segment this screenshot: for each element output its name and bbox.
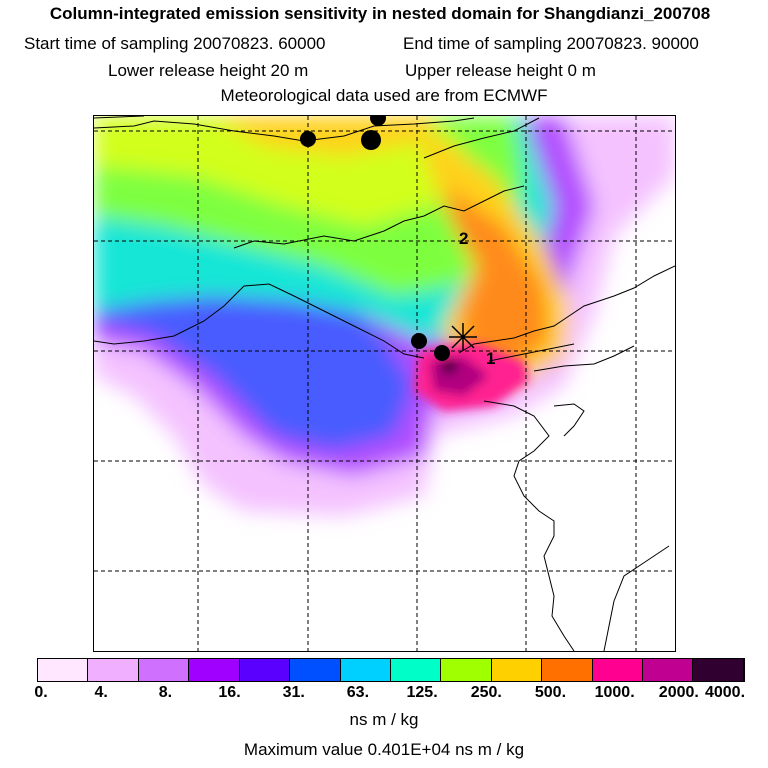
colorbar-segment: [239, 659, 291, 681]
colorbar-tick-label: 125.: [406, 684, 438, 701]
colorbar-tick-label: 250.: [470, 684, 502, 701]
colorbar-segment: [643, 659, 694, 681]
colorbar-tick-label: 4.: [94, 684, 108, 701]
colorbar-tick-label: 16.: [218, 684, 241, 701]
colorbar-tick-label: 1000.: [594, 684, 635, 701]
colorbar: [37, 658, 745, 682]
colorbar-segment: [189, 659, 240, 681]
colorbar-tick-label: 2000.: [658, 684, 699, 701]
release-lower: Lower release height 20 m: [108, 61, 309, 80]
maximum-value: Maximum value 0.401E+04 ns m / kg: [243, 740, 525, 759]
colorbar-tick-label: 31.: [282, 684, 305, 701]
release-markers: [300, 116, 450, 361]
colorbar-unit: ns m / kg: [349, 710, 419, 729]
map-plot: 1 2: [94, 116, 675, 651]
release-upper: Upper release height 0 m: [405, 61, 596, 80]
colorbar-segment: [340, 659, 391, 681]
map-grid: [94, 116, 675, 651]
sensitivity-field: [94, 116, 675, 516]
map-label-2: 2: [459, 229, 468, 248]
meteo-source: Meteorological data used are from ECMWF: [220, 86, 548, 105]
colorbar-segment: [88, 659, 139, 681]
colorbar-segment: [390, 659, 442, 681]
colorbar-tick-label: 63.: [346, 684, 370, 701]
colorbar-segment: [542, 659, 593, 681]
map-label-1: 1: [486, 349, 495, 368]
sampling-start: Start time of sampling 20070823. 60000: [24, 34, 326, 53]
colorbar-segment: [693, 659, 744, 681]
colorbar-tick-label: 0.: [34, 684, 48, 701]
colorbar-segment: [441, 659, 492, 681]
colorbar-tick-label: 4000.: [704, 684, 746, 701]
receptor-marker: [449, 323, 477, 351]
colorbar-segment: [38, 659, 89, 681]
colorbar-segment: [592, 659, 644, 681]
coastlines: [94, 116, 675, 651]
plot-title: Column-integrated emission sensitivity i…: [49, 4, 711, 23]
sensitivity-map: 1 2: [93, 115, 676, 652]
colorbar-segment: [138, 659, 190, 681]
colorbar-segment: [290, 659, 341, 681]
sampling-end: End time of sampling 20070823. 90000: [403, 34, 699, 53]
colorbar-segment: [491, 659, 543, 681]
colorbar-tick-label: 8.: [158, 684, 173, 701]
colorbar-tick-label: 500.: [534, 684, 567, 701]
